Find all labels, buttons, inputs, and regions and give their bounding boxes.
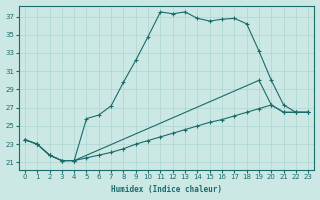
X-axis label: Humidex (Indice chaleur): Humidex (Indice chaleur) xyxy=(111,185,222,194)
